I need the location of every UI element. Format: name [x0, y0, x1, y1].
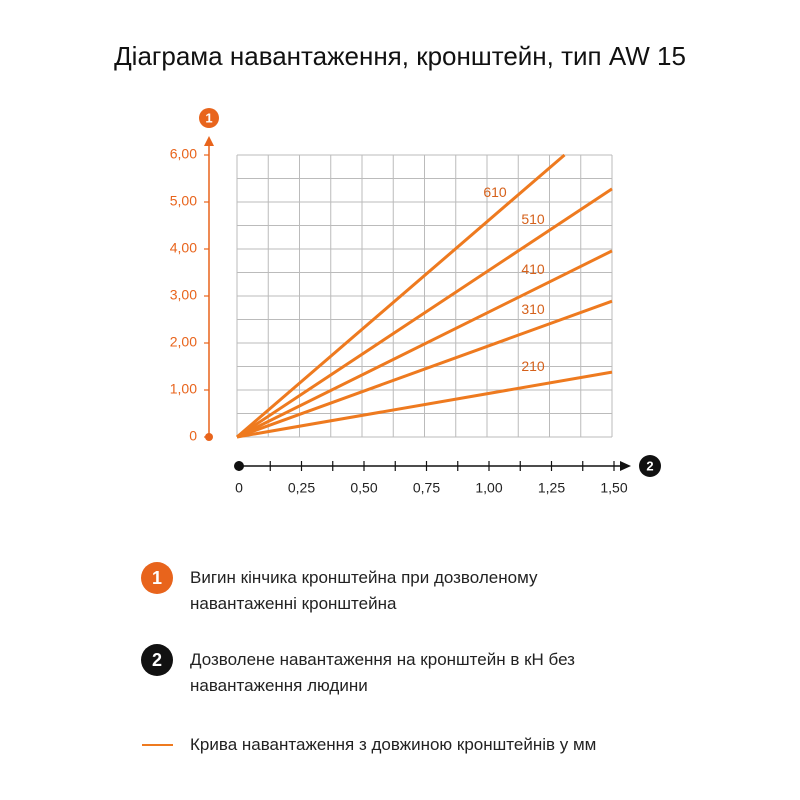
series-line [236, 249, 613, 439]
y-axis-label: 1 [205, 110, 212, 125]
series-line [236, 299, 613, 439]
y-tick-label: 6,00 [170, 146, 197, 162]
series-line [236, 187, 613, 439]
legend-badge-label: 1 [152, 568, 162, 588]
x-tick-label: 1,50 [600, 480, 627, 496]
x-tick-label: 0,50 [350, 480, 377, 496]
series-line [236, 153, 566, 439]
series-label: 410 [521, 261, 545, 277]
x-tick-label: 1,25 [538, 480, 565, 496]
y-tick-label: 1,00 [170, 381, 197, 397]
y-tick-label: 0 [189, 428, 197, 444]
legend-badge [141, 644, 173, 676]
series-label: 310 [521, 301, 545, 317]
series-label: 210 [521, 358, 545, 374]
legend-badge-label: 2 [152, 650, 162, 670]
legend-badge [141, 562, 173, 594]
x-axis-label: 2 [646, 458, 653, 473]
x-tick-label: 0,25 [288, 480, 315, 496]
x-tick-label: 0 [235, 480, 243, 496]
legend-text: Дозволене навантаження на кронштейн в кН… [190, 650, 575, 695]
y-tick-label: 2,00 [170, 334, 197, 350]
series-label: 610 [483, 184, 507, 200]
y-tick-label: 5,00 [170, 193, 197, 209]
legend-text: Вигин кінчика кронштейна при дозволеному… [190, 568, 538, 613]
y-axis-badge [199, 108, 219, 128]
x-axis-arrow [620, 461, 631, 471]
x-tick-label: 1,00 [475, 480, 502, 496]
y-axis-arrow [204, 136, 214, 146]
y-tick-label: 3,00 [170, 287, 197, 303]
y-tick-label: 4,00 [170, 240, 197, 256]
x-tick-label: 0,75 [413, 480, 440, 496]
x-axis-badge [639, 455, 661, 477]
chart-title: Діаграма навантаження, кронштейн, тип AW… [114, 41, 686, 71]
series-line [236, 370, 613, 439]
series-label: 510 [521, 211, 545, 227]
legend-text: Крива навантаження з довжиною кронштейні… [190, 735, 597, 754]
